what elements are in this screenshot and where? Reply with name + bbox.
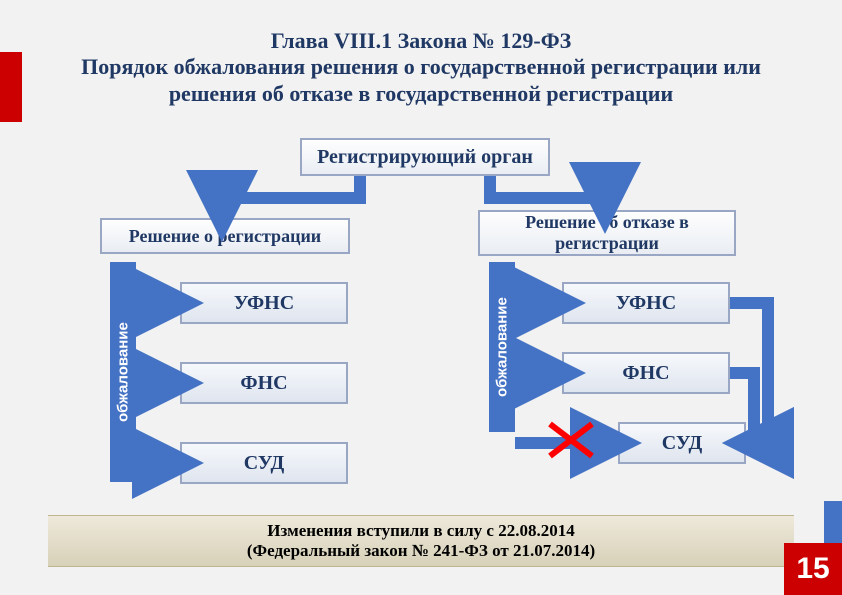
appeal-bar-right: обжалование [489,262,515,432]
right-ufns: УФНС [562,282,730,324]
footer-line-1: Изменения вступили в силу с 22.08.2014 [48,521,794,541]
red-accent-bar [0,52,22,122]
blocked-cross-icon [546,420,596,460]
title-line-1: Глава VIII.1 Закона № 129-ФЗ [60,28,782,54]
right-fns: ФНС [562,352,730,394]
slide: Глава VIII.1 Закона № 129-ФЗ Порядок обж… [0,0,842,595]
left-ufns: УФНС [180,282,348,324]
page-number: 15 [784,543,842,595]
pagenum-blue-bar [824,501,842,543]
title-line-2: Порядок обжалования решения о государств… [60,54,782,107]
box-registering-body: Регистрирующий орган [300,138,550,176]
box-decision-refusal: Решение об отказе в регистрации [478,210,736,256]
arrow-top-to-left [222,176,360,218]
appeal-bar-left: обжалование [110,262,136,482]
left-fns: ФНС [180,362,348,404]
footer-line-2: (Федеральный закон № 241-ФЗ от 21.07.201… [48,541,794,561]
footer-note: Изменения вступили в силу с 22.08.2014 (… [48,515,794,567]
arrow-top-to-right [490,176,605,210]
box-decision-registration: Решение о регистрации [100,218,350,254]
right-sud: СУД [618,422,746,464]
slide-title: Глава VIII.1 Закона № 129-ФЗ Порядок обж… [0,0,842,107]
left-sud: СУД [180,442,348,484]
